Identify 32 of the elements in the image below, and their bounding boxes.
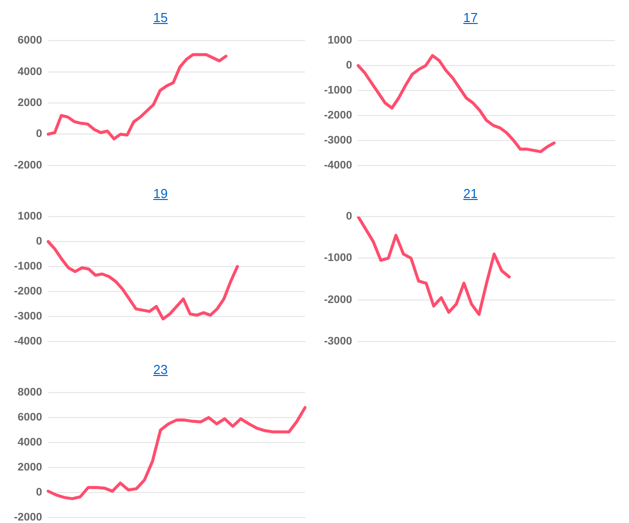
y-tick-label: -1000 (324, 252, 352, 264)
y-tick-label: 2000 (18, 97, 42, 110)
y-tick-label: 1000 (18, 210, 42, 223)
y-tick-label: -3000 (14, 310, 42, 322)
y-tick-label: -1000 (324, 84, 352, 97)
y-tick-label: 0 (36, 128, 42, 140)
y-tick-label: -3000 (324, 335, 352, 348)
y-tick-label: -2000 (14, 511, 42, 523)
y-tick-label: 0 (346, 210, 352, 223)
y-tick-label: 2000 (18, 462, 42, 474)
y-tick-label: -2000 (324, 110, 352, 122)
y-tick-label: 8000 (18, 386, 42, 399)
y-tick-label: 1000 (328, 34, 352, 47)
y-tick-label: 0 (36, 236, 42, 248)
y-tick-label: -4000 (324, 159, 352, 172)
y-tick-label: 0 (346, 60, 352, 72)
chart-title: 17 (463, 10, 478, 25)
y-tick-label: 6000 (18, 412, 42, 424)
chart-title: 19 (153, 186, 168, 201)
y-tick-label: -2000 (14, 159, 42, 172)
y-tick-label: -2000 (14, 286, 42, 298)
y-tick-label: -4000 (14, 335, 42, 348)
y-tick-label: 0 (36, 486, 42, 498)
y-tick-label: 4000 (18, 436, 42, 449)
chart-title: 23 (153, 362, 168, 377)
y-tick-label: 6000 (18, 34, 42, 47)
chart-title: 21 (463, 186, 478, 201)
y-tick-label: 4000 (18, 66, 42, 78)
y-tick-label: -3000 (324, 134, 352, 146)
y-tick-label: -1000 (14, 260, 42, 273)
chart-title: 15 (153, 10, 168, 25)
y-tick-label: -2000 (324, 294, 352, 306)
